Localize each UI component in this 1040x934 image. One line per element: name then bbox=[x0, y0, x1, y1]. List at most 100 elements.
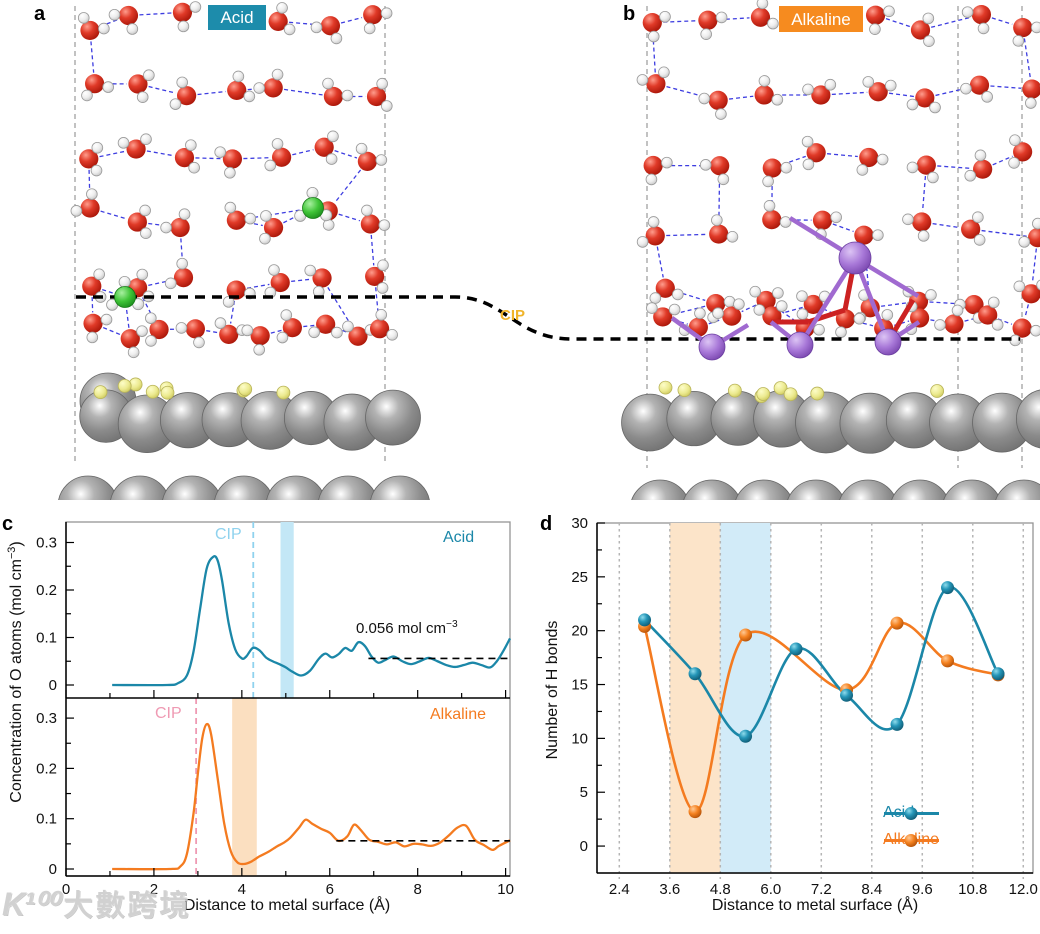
svg-text:8.4: 8.4 bbox=[861, 881, 882, 898]
oxygen-atom bbox=[80, 20, 100, 41]
hydrogen-atom bbox=[1030, 21, 1040, 34]
metal-atom bbox=[318, 475, 378, 500]
hydrogen-atom bbox=[224, 201, 237, 214]
hydrogen-atom bbox=[929, 101, 941, 114]
hydrogen-atom bbox=[906, 161, 919, 174]
hydrogen-atom bbox=[310, 21, 323, 34]
hydrogen-bond bbox=[247, 209, 303, 220]
svg-text:0.2: 0.2 bbox=[36, 760, 57, 777]
hydrogen-atom bbox=[647, 216, 660, 228]
hydrogen-bond bbox=[334, 150, 358, 159]
baseline-annotation-sup: −3 bbox=[446, 619, 458, 630]
hydrogen-atom bbox=[951, 304, 964, 317]
hydrogen-atom bbox=[380, 7, 393, 20]
metal-atom bbox=[995, 479, 1040, 500]
svg-text:10: 10 bbox=[571, 730, 588, 747]
oxygen-atom bbox=[762, 210, 782, 230]
oxygen-atom bbox=[916, 155, 936, 175]
acid-series-label: Acid bbox=[443, 529, 475, 546]
adsorbed-hydrogen-atom bbox=[783, 387, 798, 402]
adsorbed-hydrogen-atom bbox=[677, 383, 692, 398]
hydrogen-bond bbox=[100, 210, 127, 220]
hydrogen-atom bbox=[241, 324, 254, 337]
hydrogen-atom bbox=[160, 221, 172, 234]
hydrogen-atom bbox=[268, 264, 280, 276]
hydrogen-atom bbox=[100, 313, 113, 326]
hydrogen-bond bbox=[932, 222, 960, 229]
hydrogen-atom bbox=[193, 336, 205, 349]
hydrogen-atom bbox=[342, 320, 354, 333]
oxygen-atom bbox=[912, 212, 932, 232]
oxygen-atom bbox=[910, 20, 931, 40]
hydrogen-atom bbox=[771, 93, 784, 106]
oxygen-atom bbox=[263, 218, 284, 238]
hydrogen-bond bbox=[246, 283, 270, 289]
oxygen-atom bbox=[754, 85, 774, 105]
svg-text:4.8: 4.8 bbox=[710, 881, 731, 898]
adsorbed-hydrogen-atom bbox=[93, 385, 108, 400]
hydrogen-bond bbox=[375, 287, 380, 318]
acid-badge: Acid bbox=[208, 5, 266, 30]
hydrogen-atom bbox=[243, 90, 256, 103]
hydrogen-atom bbox=[869, 23, 881, 35]
hydrogen-atom bbox=[70, 205, 83, 217]
svg-text:8: 8 bbox=[414, 881, 422, 898]
hydrogen-atom bbox=[647, 30, 660, 43]
oxygen-atom bbox=[653, 307, 673, 327]
hydrogen-atom bbox=[280, 309, 293, 321]
oxygen-atom bbox=[1013, 142, 1033, 162]
oxygen-atom bbox=[978, 305, 998, 325]
hydrogen-bond bbox=[921, 176, 927, 212]
metal-atom bbox=[266, 475, 326, 500]
hydrogen-atom bbox=[188, 161, 200, 174]
hydrogen-atom bbox=[322, 77, 334, 90]
chart-d-hbonds: 0 5 10 15 20 25 30 2.4 3.6 4.8 6.0 7.2 8.4 9.6 10.8 12.… bbox=[571, 515, 1038, 898]
oxygen-atom bbox=[1022, 79, 1040, 99]
hydrogen-atom bbox=[649, 292, 662, 304]
hydrogen-atom bbox=[77, 12, 90, 24]
hydrogen-atom bbox=[668, 303, 681, 316]
svg-text:0.1: 0.1 bbox=[36, 811, 57, 828]
svg-text:20: 20 bbox=[571, 623, 588, 640]
hydrogen-atom bbox=[177, 20, 190, 33]
hydrogen-atom bbox=[922, 12, 935, 25]
metal-atom bbox=[58, 475, 118, 500]
hydrogen-atom bbox=[276, 2, 288, 14]
hydrogen-bond bbox=[90, 41, 95, 73]
svg-text:15: 15 bbox=[571, 677, 588, 694]
hydrogen-bond bbox=[91, 297, 94, 313]
hydrogen-atom bbox=[636, 74, 649, 86]
oxygen-atom bbox=[118, 5, 139, 26]
hydrogen-atom bbox=[260, 210, 272, 222]
hydrogen-atom bbox=[341, 89, 354, 102]
oxygen-atom bbox=[316, 314, 336, 334]
oxygen-atom bbox=[348, 326, 368, 346]
hydrogen-atom bbox=[646, 302, 658, 314]
panel-b-label: b bbox=[623, 3, 636, 25]
hydrogen-atom bbox=[715, 108, 727, 120]
adsorbed-hydrogen-atom bbox=[727, 383, 742, 398]
oxygen-atom bbox=[971, 4, 992, 25]
oxygen-atom bbox=[222, 149, 243, 169]
hydrogen-atom bbox=[753, 304, 766, 316]
hydrogen-atom bbox=[108, 8, 121, 21]
hydrogen-atom bbox=[386, 328, 398, 341]
hydrogen-atom bbox=[214, 146, 227, 158]
svg-text:0.1: 0.1 bbox=[36, 630, 57, 647]
oxygen-atom bbox=[643, 155, 663, 176]
hydrogen-atom bbox=[802, 83, 814, 96]
hydrogen-bond bbox=[146, 150, 174, 157]
hydrogen-bond bbox=[885, 18, 911, 28]
oxygen-atom bbox=[360, 214, 380, 234]
hydrogen-atom bbox=[830, 211, 842, 224]
hydrogen-atom bbox=[835, 326, 847, 338]
hydrogen-atom bbox=[824, 78, 837, 91]
acid-data-point bbox=[739, 729, 753, 743]
oxygen-atom bbox=[126, 139, 146, 159]
hydrogen-atom bbox=[856, 164, 869, 176]
oxygen-atom bbox=[128, 74, 148, 94]
hydrogen-bond bbox=[823, 308, 836, 315]
hydrogen-bond bbox=[741, 304, 757, 313]
hydrogen-atom bbox=[987, 296, 1000, 309]
hydrogen-atom bbox=[872, 229, 884, 241]
